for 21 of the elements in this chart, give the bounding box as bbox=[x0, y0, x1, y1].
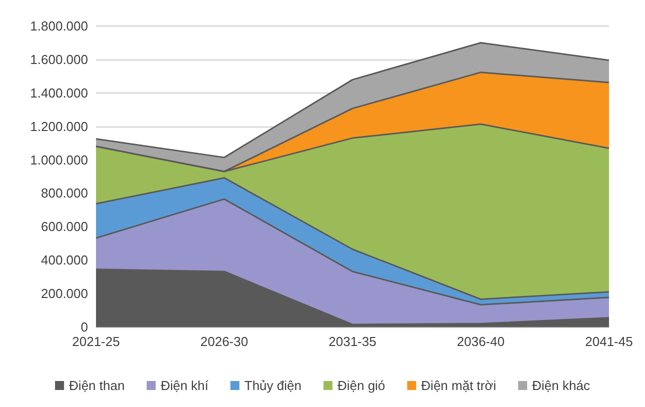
x-tick-label: 2036-40 bbox=[456, 334, 505, 349]
y-tick-label: 200.000 bbox=[41, 286, 88, 302]
legend-label: Thủy điện bbox=[244, 378, 302, 393]
x-tick-label: 2041-45 bbox=[585, 334, 633, 349]
legend-label: Điện mặt trời bbox=[421, 378, 496, 393]
y-tick-label: 1.000.000 bbox=[30, 152, 88, 168]
legend-label: Điện khí bbox=[160, 378, 209, 393]
y-tick-label: 600.000 bbox=[41, 219, 88, 234]
x-tick-label: 2021-25 bbox=[72, 334, 120, 349]
y-tick-label: 1.200.000 bbox=[30, 118, 88, 134]
y-tick-label: 400.000 bbox=[41, 252, 88, 268]
legend-label: Điện gió bbox=[337, 378, 386, 393]
y-tick-label: 1.400.000 bbox=[30, 85, 88, 100]
y-tick-label: 1.600.000 bbox=[30, 52, 88, 67]
y-tick-label: 800.000 bbox=[41, 186, 88, 201]
x-tick-label: 2031-35 bbox=[328, 334, 376, 349]
y-tick-label: 1.800.000 bbox=[30, 18, 88, 34]
legend-label: Điện khác bbox=[532, 378, 590, 393]
y-tick-label: 0 bbox=[80, 320, 88, 334]
x-tick-label: 2026-30 bbox=[200, 334, 248, 349]
legend-label: Điện than bbox=[69, 378, 125, 393]
